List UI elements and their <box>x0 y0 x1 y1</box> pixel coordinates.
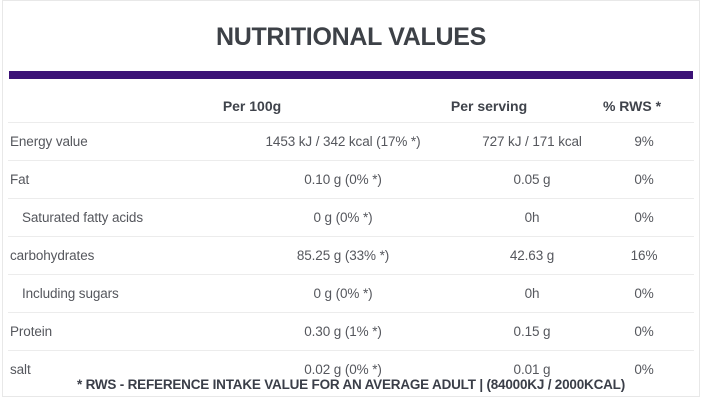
table-row-protein: Protein 0.30 g (1% *) 0.15 g 0% <box>8 312 694 350</box>
row-value-per-100g: 1453 kJ / 342 kcal (17% *) <box>265 134 421 149</box>
row-value-per-100g: 0.02 g (0% *) <box>304 362 382 377</box>
row-label: salt <box>10 362 31 377</box>
row-value-rws: 9% <box>634 134 654 149</box>
row-label: Protein <box>10 324 53 339</box>
row-label: Including sugars <box>22 286 119 301</box>
page-title: NUTRITIONAL VALUES <box>215 23 487 51</box>
row-value-rws: 0% <box>634 210 654 225</box>
accent-divider-bar <box>9 71 693 79</box>
row-value-per-serving: 42.63 g <box>509 248 555 263</box>
rws-footnote: * RWS - REFERENCE INTAKE VALUE FOR AN AV… <box>76 377 626 392</box>
row-value-per-serving: 0h <box>524 286 540 301</box>
row-value-per-100g: 0.30 g (1% *) <box>304 324 382 339</box>
row-label: Fat <box>10 172 30 187</box>
column-header-per-serving: Per serving <box>450 98 528 114</box>
nutrition-values-card: NUTRITIONAL VALUES Per 100g Per serving … <box>2 0 700 397</box>
row-value-per-serving: 0h <box>524 210 540 225</box>
table-row-fat: Fat 0.10 g (0% *) 0.05 g 0% <box>8 160 694 198</box>
row-value-per-serving: 0.01 g <box>513 362 551 377</box>
table-row-including-sugars: Including sugars 0 g (0% *) 0h 0% <box>8 274 694 312</box>
row-value-per-100g: 0 g (0% *) <box>313 286 373 301</box>
row-value-per-100g: 85.25 g (33% *) <box>296 248 390 263</box>
row-value-per-serving: 727 kJ / 171 kcal <box>482 134 582 149</box>
column-header-rws: % RWS * <box>602 98 662 114</box>
row-value-rws: 16% <box>630 248 658 263</box>
row-value-per-serving: 0.15 g <box>513 324 551 339</box>
table-row-carbohydrates: carbohydrates 85.25 g (33% *) 42.63 g 16… <box>8 236 694 274</box>
table-row-saturated-fatty-acids: Saturated fatty acids 0 g (0% *) 0h 0% <box>8 198 694 236</box>
row-label: carbohydrates <box>10 248 95 263</box>
row-value-per-100g: 0 g (0% *) <box>313 210 373 225</box>
row-value-rws: 0% <box>634 324 654 339</box>
row-label: Saturated fatty acids <box>22 210 143 225</box>
column-header-per-100g: Per 100g <box>222 98 282 114</box>
row-value-rws: 0% <box>634 362 654 377</box>
table-header-row: Per 100g Per serving % RWS * <box>3 79 699 122</box>
table-row-salt: salt 0.02 g (0% *) 0.01 g 0% <box>8 350 694 388</box>
row-value-rws: 0% <box>634 286 654 301</box>
row-label: Energy value <box>10 134 88 149</box>
row-value-per-serving: 0.05 g <box>513 172 551 187</box>
row-value-rws: 0% <box>634 172 654 187</box>
row-value-per-100g: 0.10 g (0% *) <box>304 172 382 187</box>
table-body: Energy value 1453 kJ / 342 kcal (17% *) … <box>8 122 694 388</box>
table-row-energy-value: Energy value 1453 kJ / 342 kcal (17% *) … <box>8 122 694 160</box>
